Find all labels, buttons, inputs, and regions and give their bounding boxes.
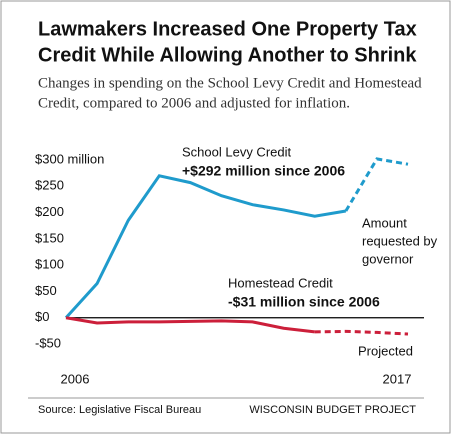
chart-title: Credit While Allowing Another to Shrink <box>38 44 417 66</box>
subtitle: Credit, compared to 2006 and adjusted fo… <box>38 95 350 111</box>
y-tick-label: $150 <box>35 230 64 245</box>
y-tick-label: $250 <box>35 178 64 193</box>
line <box>65 316 315 334</box>
y-tick-label: $300 million <box>35 151 104 166</box>
credit: WISCONSIN BUDGET PROJECT <box>249 404 416 416</box>
projected-line <box>344 157 409 212</box>
series-label: Homestead Credit <box>228 275 333 290</box>
y-tick-label: $50 <box>35 283 57 298</box>
series-label: School Levy Credit <box>182 144 291 159</box>
annotation: -$31 million since 2006 <box>228 294 380 310</box>
annotation: Amount <box>362 215 407 230</box>
subtitle: Changes in spending on the School Levy C… <box>38 75 422 91</box>
projected-line <box>314 329 409 336</box>
annotation: +$292 million since 2006 <box>182 163 345 179</box>
y-tick-label: -$50 <box>35 335 61 350</box>
chart-title: Lawmakers Increased One Property Tax <box>38 18 417 40</box>
source: Source: Legislative Fiscal Bureau <box>38 404 201 416</box>
line <box>64 174 347 319</box>
y-tick-label: $0 <box>35 309 49 324</box>
y-tick-label: $100 <box>35 257 64 272</box>
annotation: requested by <box>362 233 438 248</box>
x-tick-label: 2017 <box>383 371 412 386</box>
annotation: Projected <box>358 343 413 358</box>
y-tick-label: $200 <box>35 204 64 219</box>
annotation: governor <box>362 251 414 266</box>
x-tick-label: 2006 <box>61 371 90 386</box>
